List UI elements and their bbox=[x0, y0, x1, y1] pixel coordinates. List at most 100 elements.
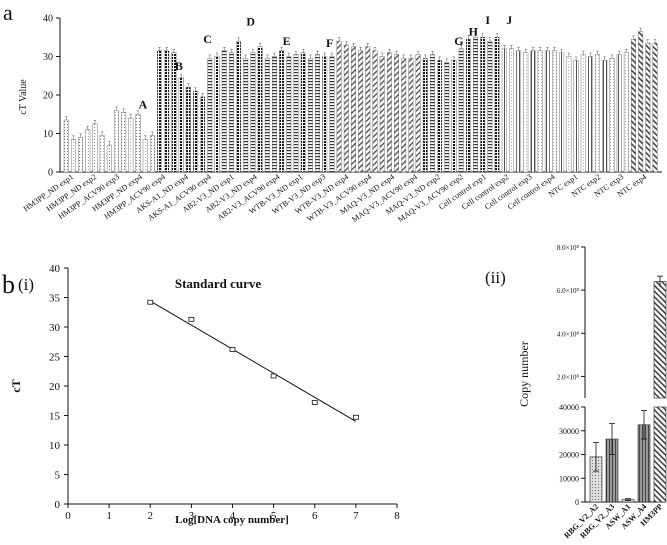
panel-b-i-y-tick-label: 30 bbox=[49, 322, 61, 334]
panel-b-i-label: (i) bbox=[18, 275, 34, 294]
panel-b-i-y-tick-label: 40 bbox=[49, 263, 61, 275]
standard-curve-point bbox=[188, 316, 195, 322]
panel-b-ii-lower-y-tick-label: 30000 bbox=[559, 427, 579, 436]
panel-a-bar bbox=[394, 54, 399, 173]
panel-a-bar bbox=[243, 58, 249, 173]
panel-a-bar bbox=[458, 48, 464, 173]
panel-a-bar bbox=[473, 37, 478, 173]
panel-a-bar bbox=[142, 139, 148, 173]
panel-a-bar bbox=[264, 58, 270, 173]
panel-a-bar bbox=[85, 129, 91, 173]
panel-a-bar bbox=[214, 56, 220, 173]
panel-a-bar bbox=[315, 54, 320, 173]
panel-b-i-y-tick-label: 0 bbox=[55, 499, 61, 511]
panel-a-group-annotation: E bbox=[283, 34, 291, 48]
panel-a-bar bbox=[157, 50, 163, 173]
panel-a-bar bbox=[63, 119, 69, 173]
panel-b-ii-upper-y-tick-label: 6.0×10⁸ bbox=[557, 287, 580, 295]
panel-a-bar bbox=[221, 50, 227, 173]
panel-a-bar bbox=[631, 38, 636, 173]
panel-b-i-x-tick-label: 6 bbox=[312, 510, 318, 522]
panel-a-bar bbox=[164, 50, 170, 173]
panel-a-bar bbox=[178, 77, 184, 173]
panel-a-bar bbox=[379, 56, 385, 173]
panel-a-bar bbox=[509, 48, 514, 173]
panel-a-bar bbox=[487, 40, 493, 173]
panel-a-y-tick-label: 20 bbox=[43, 91, 53, 102]
panel-a-bar bbox=[343, 44, 349, 173]
panel-a-bar bbox=[185, 87, 191, 173]
panel-a-bar bbox=[465, 38, 471, 173]
panel-a-bar bbox=[652, 42, 658, 173]
panel-a-bar bbox=[544, 50, 550, 173]
panel-a-bar bbox=[573, 60, 579, 173]
panel-b-i-y-label: cT bbox=[9, 379, 23, 392]
panel-a-group-annotation: G bbox=[454, 34, 463, 48]
panel-b-i-x-tick-label: 3 bbox=[189, 510, 195, 522]
panel-a-group-annotation: A bbox=[139, 97, 148, 111]
panel-a-bar bbox=[272, 56, 277, 173]
panel-a-bar bbox=[616, 54, 622, 173]
panel-a-group-annotation: H bbox=[469, 24, 479, 38]
panel-a-y-tick-label: 40 bbox=[43, 14, 53, 25]
panel-a-bar bbox=[408, 58, 414, 173]
fit-line bbox=[149, 300, 357, 422]
panel-b-ii-lower-y-tick-label: 40000 bbox=[559, 403, 579, 412]
panel-a-y-label: cT Value bbox=[18, 79, 29, 115]
panel-a-bar bbox=[351, 46, 356, 173]
panel-a-bar bbox=[566, 56, 572, 173]
panel-a-bar bbox=[523, 52, 529, 173]
panel-a-y-tick-label: 30 bbox=[43, 52, 53, 63]
panel-b-ii-label: (ii) bbox=[485, 268, 506, 287]
panel-a-bar bbox=[329, 56, 335, 173]
panel-a-bar bbox=[552, 50, 557, 173]
panel-b-ii-lower-y-tick-label: 10000 bbox=[559, 474, 579, 483]
panel-a-y-tick-label: 0 bbox=[48, 168, 53, 179]
panel-b-i-title: Standard curve bbox=[175, 276, 262, 291]
panel-a-bar bbox=[300, 52, 306, 173]
standard-curve-point bbox=[352, 414, 359, 420]
panel-a-bar bbox=[501, 48, 507, 173]
panel-a-y-tick-label: 10 bbox=[43, 129, 53, 140]
panel-a-bar bbox=[358, 50, 364, 173]
panel-a-group-annotation: I bbox=[485, 13, 490, 27]
panel-a-bar bbox=[279, 50, 285, 173]
panel-b-i-y-tick-label: 5 bbox=[55, 470, 61, 482]
panel-a-label: a bbox=[3, 0, 13, 25]
panel-a-bar bbox=[135, 114, 141, 173]
panel-b-i-y-tick-label: 15 bbox=[49, 411, 61, 423]
panel-a-bar bbox=[480, 37, 486, 173]
standard-curve-point bbox=[229, 347, 236, 352]
panel-a-group-annotation: F bbox=[326, 36, 333, 50]
panel-a-bar bbox=[444, 62, 450, 173]
panel-a-bar bbox=[580, 54, 586, 173]
panel-a-bar bbox=[494, 37, 500, 173]
panel-a-bar bbox=[595, 54, 601, 173]
panel-a-bar bbox=[322, 56, 328, 173]
panel-b-ii-upper-y-tick-label: 2.0×10⁸ bbox=[557, 373, 580, 381]
standard-curve-point bbox=[147, 299, 154, 305]
panel-a-bar bbox=[236, 40, 241, 173]
panel-a-bar bbox=[70, 139, 76, 173]
panel-a-bar bbox=[114, 110, 119, 173]
panel-a-bar bbox=[401, 58, 407, 173]
panel-a-bar bbox=[602, 60, 608, 173]
panel-a-bar bbox=[286, 56, 292, 173]
panel-b-ii-lower-y-tick-label: 0 bbox=[575, 498, 579, 507]
panel-b-i-y-tick-label: 10 bbox=[49, 440, 61, 452]
panel-b-i-y-tick-label: 20 bbox=[49, 381, 61, 393]
panel-b-i-y-tick-label: 35 bbox=[49, 293, 61, 305]
panel-a-bar bbox=[537, 50, 543, 173]
panel-b-i-x-tick-label: 7 bbox=[353, 510, 359, 522]
panel-a-bar bbox=[638, 31, 644, 173]
panel-a-bar bbox=[121, 112, 127, 173]
panel-b-i-x-tick-label: 1 bbox=[106, 510, 112, 522]
panel-b-i-x-label: Log[DNA copy number] bbox=[175, 514, 289, 526]
panel-b-i-chart: Standard curve cT Log[DNA copy number] 0… bbox=[9, 263, 400, 526]
panel-a-group-annotation: B bbox=[175, 59, 183, 73]
panel-a-bar bbox=[559, 52, 565, 173]
panel-a-bar bbox=[365, 46, 371, 173]
panel-a-bar bbox=[623, 52, 629, 173]
